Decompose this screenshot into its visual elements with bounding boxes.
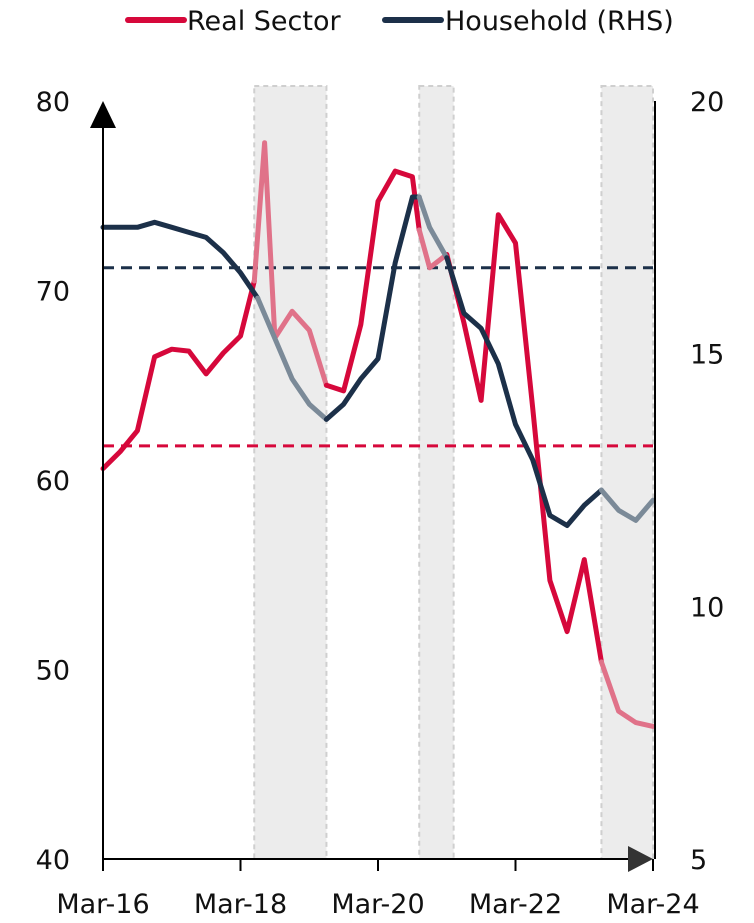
average-lines [103,266,653,448]
x-tick-label-Mar-22: Mar-22 [469,889,562,920]
legend-label-household: Household (RHS) [445,6,674,37]
series-line-real-sector-segment-6 [598,659,656,729]
right-tick-label-15: 15 [690,340,724,371]
series-line-household-segment-2 [255,295,329,422]
series-line-real-sector-segment-4 [416,227,450,271]
legend-label-real-sector: Real Sector [187,6,341,37]
series-line-household-segment-6 [598,487,656,523]
legend: Real Sector Household (RHS) [125,6,674,37]
left-axis-arrow [90,101,116,128]
x-tick-label-Mar-18: Mar-18 [194,889,287,920]
left-tick-label-40: 40 [36,845,70,876]
left-tick-label-70: 70 [36,277,70,308]
series-lines [100,140,656,729]
shaded-period-3 [600,85,654,860]
right-tick-label-20: 20 [690,87,724,118]
left-tick-label-50: 50 [36,656,70,687]
x-tick-label-Mar-16: Mar-16 [56,889,149,920]
left-tick-label-60: 60 [36,466,70,497]
series-line-real-sector-segment-5 [444,212,604,665]
axes: 40 50 60 70 80 5 10 15 20 Mar-16 Mar-18 Mar-20 Mar-2… [36,87,725,920]
x-axis-arrow [628,846,653,872]
series-line-household-segment-4 [416,194,450,261]
series-real-sector [100,140,656,729]
series-line-household-segment-5 [444,255,604,528]
x-tick-label-Mar-24: Mar-24 [606,889,699,920]
right-tick-label-10: 10 [690,592,724,623]
right-tick-label-5: 5 [690,845,707,876]
x-tick-label-Mar-20: Mar-20 [331,889,424,920]
series-line-real-sector-segment-2 [251,140,329,388]
shaded-period-2 [418,85,455,860]
series-line-real-sector-segment-3 [323,168,422,394]
shaded-periods [253,85,654,860]
series-line-household-segment-1 [100,219,261,301]
series-line-household-segment-3 [323,194,422,422]
shaded-period-1 [253,85,328,860]
series-line-real-sector-segment-1 [100,278,257,472]
series-household [100,194,656,528]
left-tick-label-80: 80 [36,87,70,118]
